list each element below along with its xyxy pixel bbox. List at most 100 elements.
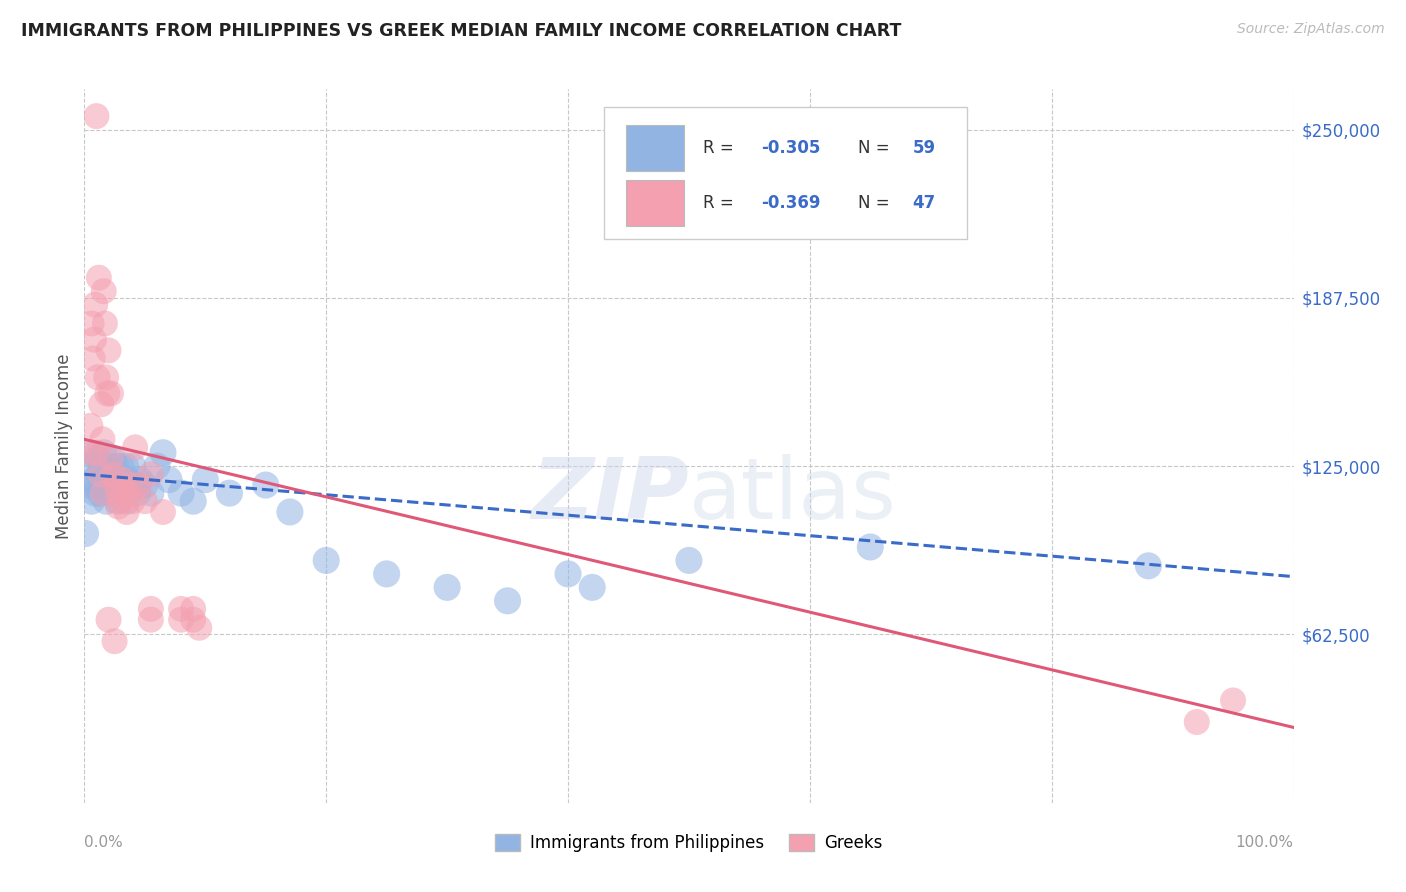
Point	[84, 486, 107, 500]
Point	[278, 505, 301, 519]
Point	[134, 478, 156, 492]
Point	[100, 486, 122, 500]
Point	[859, 540, 882, 554]
Point	[121, 494, 143, 508]
Point	[124, 478, 146, 492]
Point	[96, 386, 118, 401]
Text: R =: R =	[703, 194, 740, 212]
Point	[120, 478, 142, 492]
Point	[112, 473, 135, 487]
Point	[86, 451, 108, 466]
Point	[94, 478, 117, 492]
Point	[110, 459, 132, 474]
Point	[139, 467, 162, 482]
Point	[181, 494, 204, 508]
Point	[101, 451, 124, 466]
Point	[86, 370, 108, 384]
Point	[120, 478, 142, 492]
Text: 47: 47	[912, 194, 936, 212]
Point	[152, 446, 174, 460]
Point	[107, 486, 129, 500]
Point	[103, 467, 125, 482]
Point	[104, 459, 127, 474]
Text: 0.0%: 0.0%	[84, 835, 124, 850]
Point	[97, 343, 120, 358]
FancyBboxPatch shape	[605, 107, 967, 239]
Point	[107, 500, 129, 514]
Point	[127, 486, 149, 500]
Text: -0.305: -0.305	[762, 139, 821, 157]
Point	[100, 451, 122, 466]
Point	[128, 478, 150, 492]
Point	[80, 317, 103, 331]
Point	[315, 553, 337, 567]
Point	[104, 478, 127, 492]
Point	[94, 317, 117, 331]
Point	[170, 486, 193, 500]
Point	[104, 478, 127, 492]
Point	[108, 478, 131, 492]
Point	[139, 486, 162, 500]
Point	[79, 418, 101, 433]
Point	[170, 613, 193, 627]
Point	[86, 446, 108, 460]
Point	[82, 351, 104, 366]
Point	[96, 459, 118, 474]
Point	[84, 298, 107, 312]
FancyBboxPatch shape	[626, 180, 685, 227]
Point	[581, 580, 603, 594]
Point	[254, 478, 277, 492]
Point	[86, 109, 108, 123]
Text: 59: 59	[912, 139, 936, 157]
Point	[375, 566, 398, 581]
Point	[194, 473, 217, 487]
Point	[83, 473, 105, 487]
Point	[86, 478, 108, 492]
Point	[218, 486, 240, 500]
Point	[98, 467, 121, 482]
Point	[124, 441, 146, 455]
Point	[114, 459, 136, 474]
Text: -0.369: -0.369	[762, 194, 821, 212]
Point	[105, 494, 128, 508]
Text: atlas: atlas	[689, 454, 897, 538]
Point	[117, 473, 139, 487]
Point	[83, 333, 105, 347]
Text: ZIP: ZIP	[531, 454, 689, 538]
Point	[75, 526, 97, 541]
Point	[112, 473, 135, 487]
Point	[121, 459, 143, 474]
Y-axis label: Median Family Income: Median Family Income	[55, 353, 73, 539]
Point	[91, 432, 114, 446]
Text: 100.0%: 100.0%	[1236, 835, 1294, 850]
Point	[90, 397, 112, 411]
Point	[107, 473, 129, 487]
Point	[91, 473, 114, 487]
Point	[139, 602, 162, 616]
Point	[181, 613, 204, 627]
Point	[139, 613, 162, 627]
Text: IMMIGRANTS FROM PHILIPPINES VS GREEK MEDIAN FAMILY INCOME CORRELATION CHART: IMMIGRANTS FROM PHILIPPINES VS GREEK MED…	[21, 22, 901, 40]
Point	[181, 602, 204, 616]
Legend: Immigrants from Philippines, Greeks: Immigrants from Philippines, Greeks	[488, 827, 890, 859]
Point	[496, 594, 519, 608]
Point	[91, 486, 114, 500]
Point	[152, 505, 174, 519]
Point	[146, 459, 169, 474]
Point	[82, 459, 104, 474]
Point	[89, 486, 111, 500]
Point	[77, 478, 100, 492]
Point	[1222, 693, 1244, 707]
Point	[79, 446, 101, 460]
Point	[115, 505, 138, 519]
Text: Source: ZipAtlas.com: Source: ZipAtlas.com	[1237, 22, 1385, 37]
Text: N =: N =	[858, 194, 896, 212]
Point	[80, 494, 103, 508]
Point	[111, 486, 134, 500]
Point	[115, 486, 138, 500]
Point	[170, 602, 193, 616]
Point	[112, 478, 135, 492]
Point	[678, 553, 700, 567]
Point	[90, 459, 112, 474]
Point	[188, 621, 211, 635]
